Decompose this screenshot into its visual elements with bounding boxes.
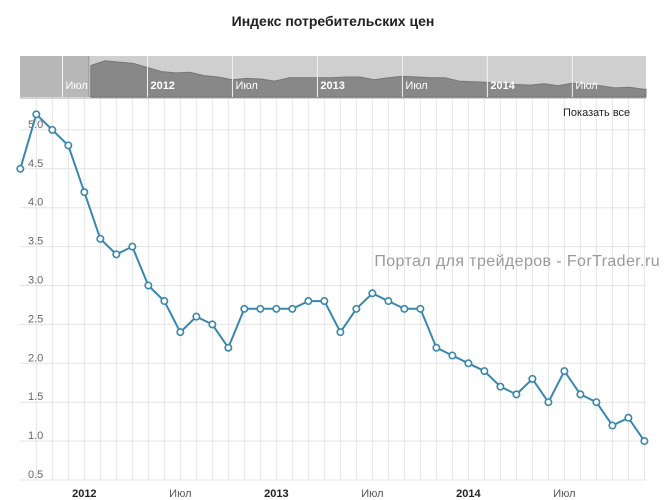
show-all-button[interactable]: Показать все [563,107,630,119]
data-point[interactable] [48,125,57,134]
data-point[interactable] [608,421,617,430]
data-point[interactable] [432,343,441,352]
navigator-unselected-range [20,56,89,97]
data-point[interactable] [192,312,201,321]
data-point[interactable] [352,304,361,313]
watermark-text: Портал для трейдеров - ForTrader.ru [374,253,660,270]
data-point[interactable] [464,359,473,368]
data-point[interactable] [528,374,537,383]
data-point[interactable] [112,250,121,259]
data-point[interactable] [544,398,553,407]
chart-title: Индекс потребительских цен [232,13,435,29]
y-tick-label: 4.0 [28,197,43,209]
navigator[interactable]: Июл 2012 Июл 2013 Июл 2014 Июл [20,56,647,99]
navigator-tick-label: Июл [575,80,597,92]
data-point[interactable] [176,328,185,337]
y-tick-label: 1.5 [28,391,43,403]
data-point[interactable] [240,304,249,313]
navigator-area [90,60,647,98]
data-point[interactable] [16,164,25,173]
series-line [19,112,646,442]
data-point[interactable] [64,141,73,150]
data-point[interactable] [80,188,89,197]
data-point[interactable] [144,281,153,290]
data-point[interactable] [592,398,601,407]
data-point[interactable] [496,382,505,391]
data-point[interactable] [560,367,569,376]
y-tick-label: 0.5 [28,469,43,481]
navigator-tick-label: Июл [405,80,427,92]
y-tick-label: 5.0 [28,119,43,131]
x-tick-label: Июл [361,488,383,500]
data-point[interactable] [128,242,137,251]
data-point[interactable] [368,289,377,298]
x-tick-label: Июл [553,488,575,500]
data-point[interactable] [384,297,393,306]
data-point[interactable] [208,320,217,329]
plot-area: Портал для трейдеров - ForTrader.ru 0.5 1… [16,99,660,500]
data-point[interactable] [320,297,329,306]
show-all-label[interactable]: Показать все [563,107,630,119]
data-point[interactable] [160,297,169,306]
data-point[interactable] [480,367,489,376]
data-point[interactable] [96,234,105,243]
data-point[interactable] [304,297,313,306]
y-tick-label: 2.0 [28,352,43,364]
navigator-tick-label: 2013 [320,80,344,92]
y-axis-labels: 0.5 1.0 1.5 2.0 2.5 3.0 3.5 4.0 4.5 5.0 [28,119,43,481]
navigator-tick-label: 2014 [490,80,515,92]
data-point[interactable] [624,413,633,422]
y-tick-label: 1.0 [28,430,43,442]
data-point[interactable] [288,304,297,313]
navigator-tick-label: Июл [65,80,87,92]
data-point[interactable] [336,328,345,337]
navigator-tick-label: 2012 [150,80,174,92]
horizontal-grid [20,129,646,481]
plot-background [20,99,646,480]
y-tick-label: 4.5 [28,158,43,170]
data-point[interactable] [32,110,41,119]
data-point[interactable] [272,304,281,313]
data-point[interactable] [416,304,425,313]
x-tick-label: Июл [169,488,191,500]
y-tick-label: 3.5 [28,236,43,248]
y-tick-label: 2.5 [28,313,43,325]
data-point[interactable] [640,437,649,446]
data-point[interactable] [256,304,265,313]
y-tick-label: 3.0 [28,275,43,287]
series-markers [16,110,649,446]
x-tick-label: 2012 [72,488,96,500]
data-point[interactable] [400,304,409,313]
x-tick-label: 2014 [456,488,481,500]
x-axis-labels: 2012 Июл 2013 Июл 2014 Июл [72,488,575,500]
data-point[interactable] [512,390,521,399]
data-point[interactable] [224,343,233,352]
data-point[interactable] [576,390,585,399]
data-point[interactable] [448,351,457,360]
x-tick-label: 2013 [264,488,288,500]
navigator-tick-label: Июл [235,80,257,92]
